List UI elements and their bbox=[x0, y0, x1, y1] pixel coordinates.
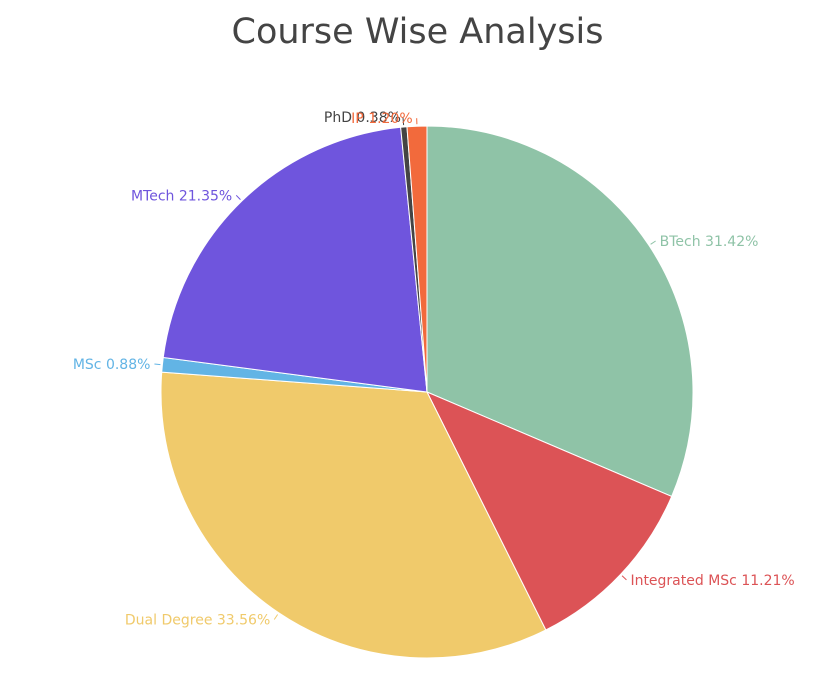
leader-line-mtech bbox=[235, 194, 241, 200]
pie-labels: BTech 31.42% Integrated MSc 11.21% Dual De… bbox=[73, 110, 795, 628]
data-label-integrated-msc: Integrated MSc 11.21% bbox=[630, 573, 794, 589]
pie-slice-btech[interactable] bbox=[426, 125, 694, 498]
leader-line-integrated-msc bbox=[621, 575, 627, 581]
data-label-dual-degree: Dual Degree 33.56% bbox=[125, 612, 270, 628]
pie-slice-mtech[interactable] bbox=[162, 126, 428, 393]
pie-slices bbox=[160, 125, 694, 659]
pie-slice-ip[interactable] bbox=[406, 125, 428, 393]
data-label-phd: PhD 0.38% bbox=[324, 110, 401, 126]
data-label-ip: IP 1.20% bbox=[351, 111, 413, 127]
leader-line-msc bbox=[154, 363, 161, 366]
leader-line-phd bbox=[402, 117, 405, 126]
data-label-msc: MSc 0.88% bbox=[73, 357, 151, 373]
pie-slice-dual-degree[interactable] bbox=[160, 371, 547, 659]
leader-line-dual-degree bbox=[273, 614, 279, 620]
data-label-mtech: MTech 21.35% bbox=[131, 188, 232, 204]
data-label-btech: BTech 31.42% bbox=[660, 234, 759, 250]
pie-slice-integrated-msc[interactable] bbox=[425, 391, 673, 631]
chart-title: Course Wise Analysis bbox=[231, 12, 604, 52]
leader-line-btech bbox=[650, 240, 656, 245]
